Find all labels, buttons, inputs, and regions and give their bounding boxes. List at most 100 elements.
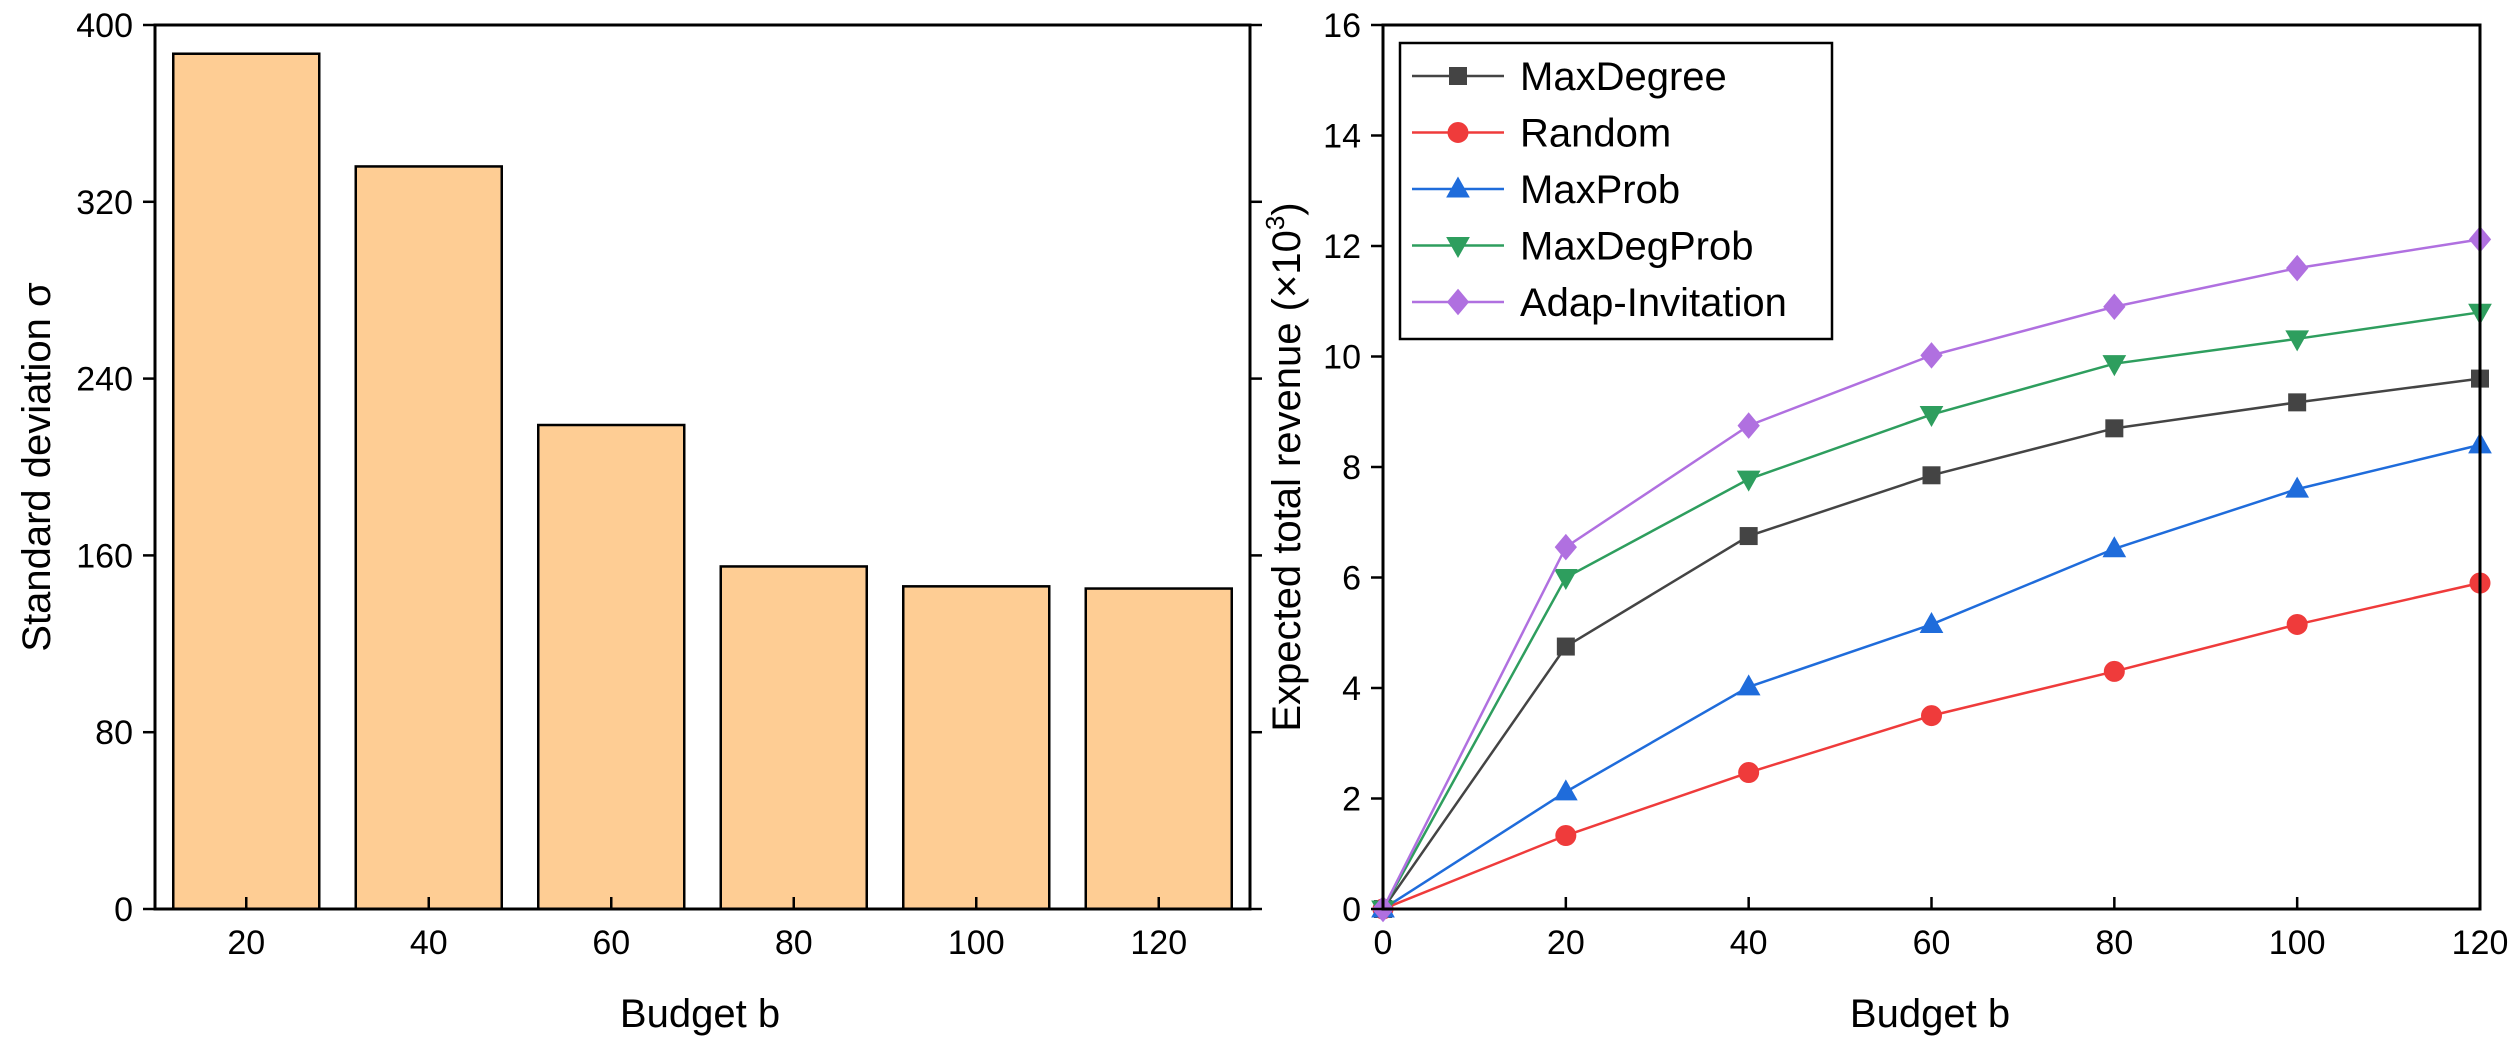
line-y-tick-label: 16 — [1323, 7, 1361, 45]
line-y-tick-label: 4 — [1342, 670, 1361, 708]
legend-item-maxdegprob: MaxDegProb — [1412, 225, 1753, 269]
data-point-random — [2286, 613, 2308, 635]
bar-y-axis: 0 80 160 240 320 400 — [76, 7, 1262, 929]
legend-item-maxdegree: MaxDegree — [1412, 55, 1727, 99]
line-y-axis-title: Expected total revenue (×103) — [1260, 202, 1309, 731]
bar-y-tick-label: 240 — [76, 361, 133, 399]
series-maxdegree — [1374, 369, 2489, 918]
legend-label: MaxDegree — [1520, 55, 1727, 99]
line-y-tick-label: 14 — [1323, 118, 1361, 156]
data-point-maxdegprob — [1919, 406, 1944, 428]
data-point-random — [1738, 762, 1760, 784]
legend-label: MaxProb — [1520, 168, 1680, 212]
line-x-axis-title: Budget b — [1850, 992, 2010, 1036]
data-point-maxprob — [1736, 674, 1761, 696]
line-x-tick-label: 60 — [1913, 924, 1951, 962]
data-point-maxdegree — [1739, 527, 1758, 546]
bar — [719, 565, 868, 911]
bar — [537, 423, 686, 911]
bar-x-tick-label: 20 — [227, 924, 265, 962]
line-y-tick-label: 6 — [1342, 560, 1361, 598]
line-x-axis: 0 20 40 60 80 100 120 — [1374, 897, 2509, 962]
bar-x-axis: 20 40 60 80 100 120 — [227, 897, 1187, 962]
bar-x-tick-label: 40 — [410, 924, 448, 962]
line-y-tick-label: 12 — [1323, 228, 1361, 266]
line-x-tick-label: 80 — [2095, 924, 2133, 962]
line-y-axis: 0 2 4 6 8 10 12 14 16 — [1323, 7, 1383, 929]
legend-marker — [1446, 288, 1470, 316]
data-point-maxdegree — [2288, 393, 2307, 412]
bar — [172, 52, 321, 911]
legend-item-maxprob: MaxProb — [1412, 168, 1680, 212]
legend-label: MaxDegProb — [1520, 225, 1753, 269]
legend-label: Random — [1520, 112, 1671, 156]
bar-x-tick-label: 100 — [948, 924, 1005, 962]
bar-series — [172, 52, 1233, 911]
series-random — [1372, 572, 2491, 920]
data-point-maxdegree — [1922, 466, 1941, 485]
bar-plot-frame — [153, 23, 1252, 911]
bar-y-axis-title: Standard deviation σ — [15, 282, 59, 652]
legend-marker — [1446, 237, 1470, 259]
bar-y-tick-label: 320 — [76, 184, 133, 222]
bar — [902, 585, 1051, 911]
series-line-maxdegprob — [1381, 311, 2481, 910]
series-line-maxprob — [1382, 443, 2481, 911]
data-point-adap-invitation — [1920, 342, 1943, 369]
legend-label: Adap-Invitation — [1520, 281, 1787, 325]
legend-marker — [1447, 122, 1469, 143]
data-point-maxdegprob — [1736, 470, 1761, 492]
data-point-maxprob — [1553, 779, 1578, 801]
line-x-tick-label: 20 — [1547, 924, 1585, 962]
line-x-tick-label: 120 — [2452, 924, 2509, 962]
bar-x-tick-label: 120 — [1130, 924, 1187, 962]
legend-marker — [1446, 176, 1470, 198]
data-point-maxprob — [2285, 476, 2310, 498]
legend: MaxDegree Random MaxProb MaxDegProb Adap-Inv… — [1398, 41, 1834, 341]
line-y-axis-title-suffix: ) — [1265, 202, 1309, 215]
data-point-maxdegprob — [2285, 330, 2310, 352]
line-x-tick-label: 0 — [1374, 924, 1393, 962]
bar-y-tick-label: 160 — [76, 537, 133, 575]
data-point-maxprob — [1919, 611, 1944, 633]
bar — [354, 165, 503, 911]
data-point-maxprob — [2102, 536, 2127, 558]
line-y-tick-label: 8 — [1342, 449, 1361, 487]
data-point-random — [1921, 705, 1942, 727]
data-point-random — [1555, 825, 1577, 847]
bar-y-tick-label: 80 — [95, 714, 133, 752]
legend-frame — [1398, 41, 1834, 341]
line-y-tick-label: 10 — [1323, 339, 1361, 377]
data-point-adap-invitation — [1554, 533, 1577, 561]
line-chart: 0 2 4 6 8 10 12 14 16 0 20 40 60 80 100 120 Budget b E… — [1260, 7, 2508, 1036]
bar-y-tick-label: 0 — [114, 891, 133, 929]
legend-marker — [1449, 67, 1467, 85]
bar-x-tick-label: 80 — [775, 924, 813, 962]
bar-y-tick-label: 400 — [76, 7, 133, 45]
line-y-axis-title-exponent: 3 — [1260, 216, 1290, 230]
line-series-group — [1371, 226, 2492, 923]
bar-x-axis-title: Budget b — [620, 992, 780, 1036]
legend-item-adap-invitation: Adap-Invitation — [1412, 281, 1787, 325]
line-y-tick-label: 2 — [1342, 781, 1361, 819]
line-y-tick-label: 0 — [1342, 891, 1361, 929]
data-point-adap-invitation — [1737, 412, 1760, 439]
line-y-axis-title-main: Expected total revenue (×10 — [1265, 230, 1309, 731]
data-point-maxdegprob — [2102, 355, 2127, 377]
data-point-maxdegree — [2105, 419, 2124, 438]
bar-x-tick-label: 60 — [592, 924, 630, 962]
series-maxdegprob — [1371, 303, 2492, 922]
line-x-tick-label: 100 — [2269, 924, 2326, 962]
line-x-tick-label: 40 — [1730, 924, 1768, 962]
data-point-random — [2103, 660, 2125, 682]
bar — [1084, 587, 1233, 911]
series-maxprob — [1371, 432, 2492, 918]
data-point-adap-invitation — [2286, 254, 2309, 282]
data-point-maxdegree — [1556, 637, 1575, 656]
series-line-maxdegree — [1381, 377, 2481, 910]
data-point-adap-invitation — [2103, 293, 2126, 321]
legend-item-random: Random — [1412, 112, 1671, 156]
data-point-maxdegprob — [1553, 569, 1578, 591]
